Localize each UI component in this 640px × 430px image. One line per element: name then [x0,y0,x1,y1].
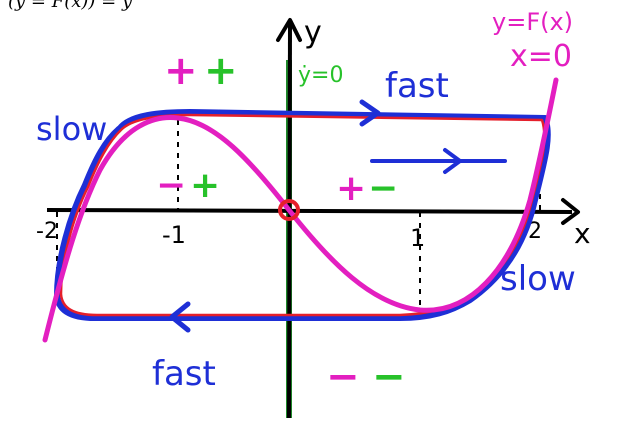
x-axis-line [46,208,573,214]
y-nullcline-label: ẏ=0 [298,63,343,88]
sign-bottom-right-second: − [372,354,406,400]
tick-label-minus-one: -1 [162,221,186,249]
sign-bottom-right-first: − [326,354,360,400]
x-axis-arrow-icon [561,198,580,225]
fast-label-top: fast [385,66,449,106]
tick-label-minus-two: -2 [36,219,58,244]
y-axis-label: y [304,15,322,50]
y-axis-arrow-icon [276,18,302,42]
flow-arrow-head-icon [443,148,462,174]
limit-cycle-outer [54,109,551,321]
top-caption: (y = F(x)) = y [8,0,133,12]
y-axis-line [287,23,292,419]
cycle-arrow-bottom-icon [169,301,191,333]
equilibrium-point [278,199,300,221]
curve-label-nullcline: x=0 [510,39,572,74]
sign-mid-right-second: − [368,168,398,209]
fast-label-bottom: fast [152,354,216,394]
limit-cycle-inner-trace [59,113,546,317]
sign-top-left-first: + [164,48,198,94]
cycle-arrow-top-icon [359,99,381,127]
sign-mid-left-first: − [156,165,186,206]
tick-label-one: 1 [410,224,425,252]
x-axis-label: x [574,217,591,250]
tick-label-two: 2 [528,219,542,244]
slow-label-right: slow [500,259,576,299]
sign-mid-left-second: + [190,165,220,206]
sign-top-left-second: + [204,48,238,94]
curve-label-equation: y=F(x) [492,8,573,36]
slow-label-left: slow [36,110,107,148]
cubic-curve-f-of-x [42,77,559,343]
sign-mid-right-first: + [336,168,366,209]
